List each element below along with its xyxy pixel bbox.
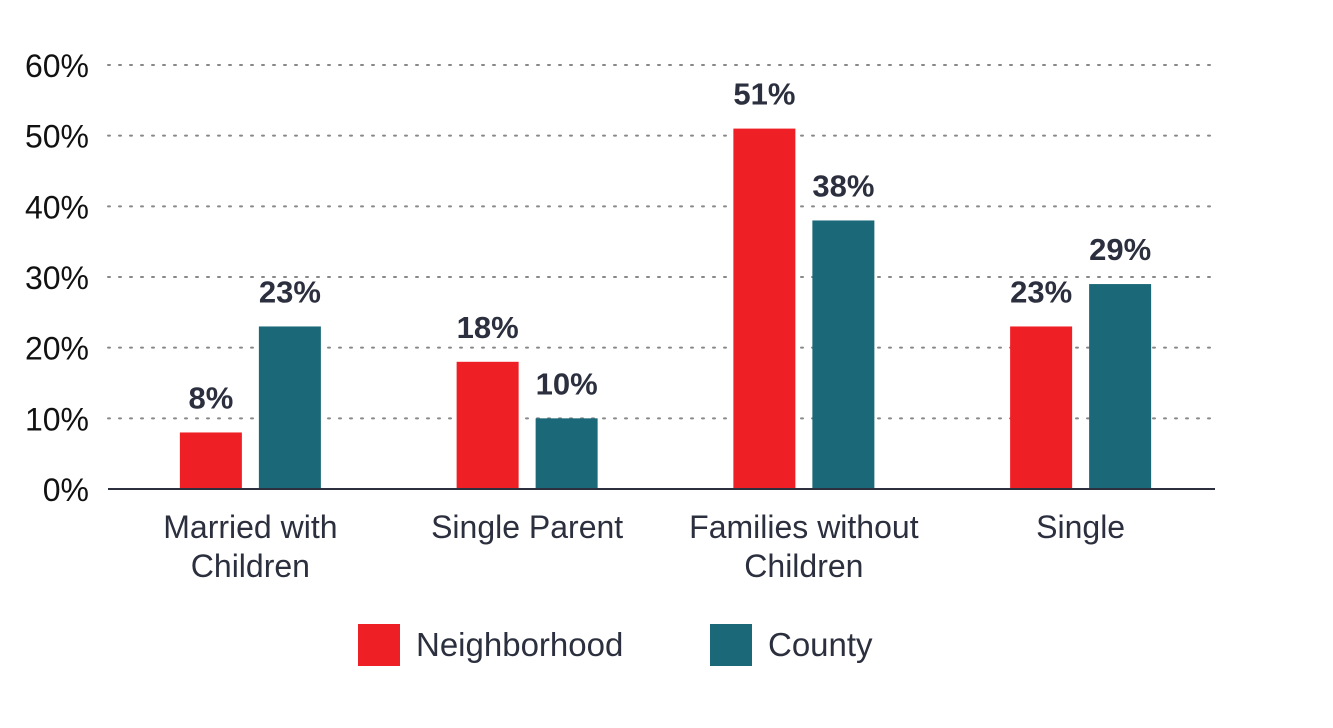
- bar-county-single-parent: [535, 418, 598, 489]
- data-label-neighborhood: 18%: [457, 310, 519, 345]
- bar-county-married-with-children: [258, 326, 321, 489]
- y-tick-label: 20%: [25, 331, 89, 367]
- data-label-county: 29%: [1089, 232, 1151, 267]
- legend-label-neighborhood: Neighborhood: [416, 626, 623, 663]
- x-category-label: Married with Children: [163, 509, 337, 584]
- bar-neighborhood-single: [1010, 326, 1073, 489]
- y-tick-label: 10%: [25, 401, 89, 437]
- legend-label-county: County: [768, 626, 873, 663]
- data-label-neighborhood: 23%: [1010, 274, 1072, 309]
- data-label-county: 38%: [812, 168, 874, 203]
- bar-neighborhood-married-with-children: [179, 432, 242, 489]
- data-label-county: 23%: [259, 274, 321, 309]
- x-category-label: Single Parent: [431, 509, 623, 545]
- data-labels: 8% 23% 18% 10% 51% 38% 23% 29%: [188, 77, 1151, 416]
- y-tick-label: 60%: [25, 48, 89, 84]
- y-tick-label: 0%: [43, 472, 89, 508]
- y-tick-label: 30%: [25, 260, 89, 296]
- x-category-label: Single: [1036, 509, 1125, 545]
- x-category-label: Families without Children: [689, 509, 919, 584]
- bar-neighborhood-families-without-children: [733, 128, 796, 489]
- y-tick-label: 40%: [25, 189, 89, 225]
- bars: [179, 128, 1152, 489]
- data-label-neighborhood: 8%: [188, 380, 233, 415]
- legend-swatch-county: [710, 624, 752, 666]
- y-tick-label: 50%: [25, 119, 89, 155]
- y-axis-tick-labels: 0% 10% 20% 30% 40% 50% 60%: [25, 48, 89, 508]
- data-label-county: 10%: [536, 366, 598, 401]
- legend-swatch-neighborhood: [358, 624, 400, 666]
- bar-county-single: [1089, 284, 1152, 489]
- data-label-neighborhood: 51%: [733, 77, 795, 112]
- bar-neighborhood-single-parent: [456, 361, 519, 489]
- bar-county-families-without-children: [812, 220, 875, 489]
- gridlines: [107, 64, 1211, 420]
- x-axis-category-labels: Married with Children Single Parent Familie…: [163, 509, 1125, 584]
- legend: Neighborhood County: [358, 624, 873, 666]
